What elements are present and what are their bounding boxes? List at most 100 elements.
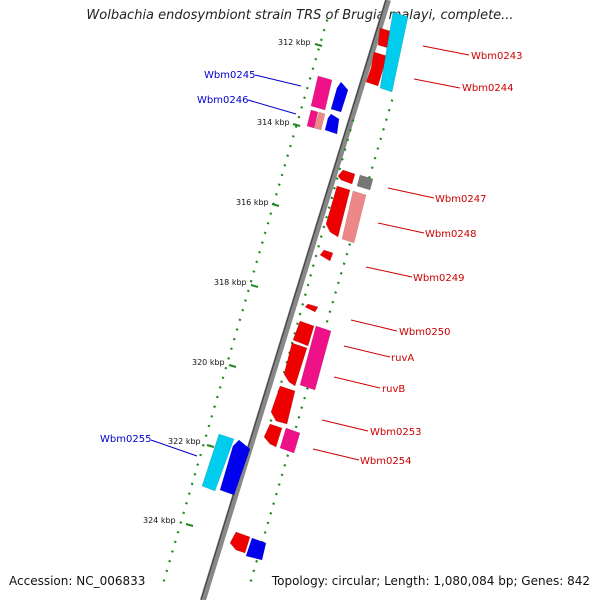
scale-label-322: 322 kbp <box>168 437 201 446</box>
gene-unlabeled-bottom[interactable] <box>229 531 267 561</box>
gene-ruva[interactable] <box>292 320 332 391</box>
gene-label-wbm0247[interactable]: Wbm0247 <box>435 194 486 205</box>
gene-label-wbm0245[interactable]: Wbm0245 <box>204 70 255 81</box>
tick-dot <box>376 147 380 150</box>
gene-arrow <box>299 325 332 391</box>
gene-label-wbm0250[interactable]: Wbm0250 <box>399 327 450 338</box>
tick-dot <box>325 19 329 22</box>
gene-arrow <box>313 111 326 131</box>
tick-dot <box>303 396 307 400</box>
tick-dot <box>266 221 270 225</box>
gene-label-wbm0243[interactable]: Wbm0243 <box>471 51 522 62</box>
gene-label-wbm0249[interactable]: Wbm0249 <box>413 273 464 284</box>
tick-dot <box>201 443 205 447</box>
tick-dot <box>182 511 186 515</box>
tick-dot <box>263 531 267 534</box>
tick-dot <box>351 119 355 122</box>
tick-dot <box>196 463 200 467</box>
gene-arrow <box>245 537 267 561</box>
tick-dot <box>249 579 253 582</box>
tick-dot <box>274 192 278 196</box>
gene-wbm0245[interactable] <box>310 75 349 113</box>
tick-dot <box>218 386 222 389</box>
gene-arrow <box>219 439 251 496</box>
gene-wbm0249[interactable] <box>319 249 334 262</box>
gene-wbm0244[interactable] <box>379 11 409 93</box>
gene-arrow <box>263 423 283 448</box>
tick-dot <box>330 196 334 200</box>
tick-dot <box>277 183 281 187</box>
tick-dot <box>274 492 278 496</box>
tick-dot <box>244 299 247 302</box>
gene-label-wbm0255[interactable]: Wbm0255 <box>100 434 151 445</box>
tick-dot <box>348 128 352 132</box>
tick-dot <box>224 366 228 370</box>
gene-wbm0243[interactable] <box>365 27 391 87</box>
gene-wbm0255[interactable] <box>201 433 251 496</box>
gene-arrow <box>283 342 308 387</box>
tick-dot <box>176 530 180 534</box>
gene-label-wbm0254[interactable]: Wbm0254 <box>360 456 411 467</box>
tick-dot <box>280 173 284 177</box>
tick-dot <box>303 96 306 100</box>
tick-dot <box>296 322 299 326</box>
gene-wbm0247[interactable] <box>337 169 374 191</box>
tick-dot <box>277 483 281 486</box>
tick-dot <box>213 405 217 409</box>
tick-dot <box>367 175 371 179</box>
tick-dot <box>339 271 343 275</box>
tick-dot <box>232 337 236 341</box>
genome-summary-text: Topology: circular; Length: 1,080,084 bp… <box>271 574 590 588</box>
gene-arrow <box>341 190 367 244</box>
gene-ruvb[interactable] <box>283 342 308 387</box>
tick-dot <box>325 215 328 219</box>
tick-dot <box>335 177 339 180</box>
tick-dot <box>301 302 305 306</box>
gene-label-wbm0248[interactable]: Wbm0248 <box>425 229 476 240</box>
tick-dot <box>379 137 383 141</box>
gene-arrow <box>356 174 374 191</box>
tick-dot <box>314 57 318 61</box>
tick-dot <box>283 163 287 167</box>
tick-dot <box>340 157 344 161</box>
tick-dot <box>297 415 301 419</box>
gene-label-wbm0253[interactable]: Wbm0253 <box>370 427 421 438</box>
tick-dot <box>342 262 346 266</box>
tick-dot <box>283 463 287 467</box>
tick-dot <box>333 186 336 190</box>
gene-label-ruva[interactable]: ruvA <box>391 353 414 364</box>
tick-dot <box>286 154 290 158</box>
gene-arrow <box>337 169 356 185</box>
tick-dot <box>190 482 194 486</box>
gene-wbm0248[interactable] <box>325 185 367 244</box>
tick-dot <box>373 156 377 160</box>
scale-label-312: 312 kbp <box>278 38 311 47</box>
tick-dot <box>317 244 321 248</box>
tick-dot <box>260 241 264 244</box>
tick-dot <box>286 454 290 458</box>
gene-label-wbm0246[interactable]: Wbm0246 <box>197 95 248 106</box>
gene-arrow <box>310 75 333 111</box>
tick-dot <box>319 235 323 239</box>
gene-label-ruvb[interactable]: ruvB <box>382 384 405 395</box>
gene-wbm0246[interactable] <box>306 109 340 135</box>
scale-label-316: 316 kbp <box>236 198 269 207</box>
tick-dot <box>280 473 284 477</box>
tick-dot <box>252 270 256 273</box>
tick-dot <box>308 77 312 80</box>
tick-dot <box>193 472 197 476</box>
tick-dot <box>199 453 202 457</box>
tick-dot <box>280 380 284 384</box>
gene-label-wbm0244[interactable]: Wbm0244 <box>462 83 513 94</box>
tick-dot <box>269 419 273 422</box>
accession-text: Accession: NC_006833 <box>9 574 146 588</box>
gene-wbm0250[interactable] <box>304 303 319 313</box>
tick-dot <box>325 319 329 323</box>
tick-dot <box>334 291 338 294</box>
tick-dot <box>370 166 374 170</box>
tick-dot <box>328 310 332 314</box>
gene-wbm0254[interactable] <box>279 427 301 454</box>
tick-dot <box>343 148 347 151</box>
tick-dot <box>289 144 292 148</box>
gene-wbm0253[interactable] <box>263 385 296 448</box>
